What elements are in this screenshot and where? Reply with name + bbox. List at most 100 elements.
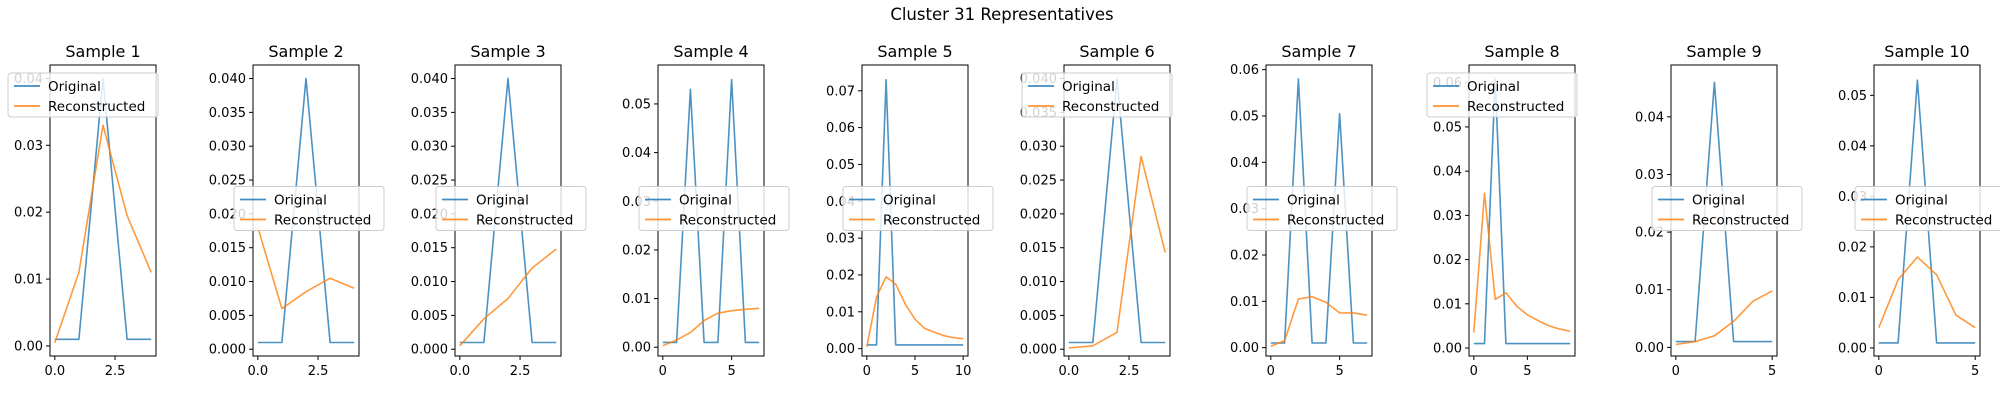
y-tick-label: 0.06 bbox=[1230, 63, 1259, 78]
legend-box bbox=[1246, 186, 1398, 231]
series-line-reconstructed bbox=[1878, 256, 1976, 329]
x-tick-label: 2.5 bbox=[1119, 364, 1140, 379]
y-tick-label: 0.025 bbox=[209, 174, 246, 189]
y-tick-label: 0.02 bbox=[1230, 248, 1259, 263]
y-tick-label: 0.025 bbox=[411, 174, 448, 189]
series-line-reconstructed bbox=[1473, 192, 1571, 333]
legend: Original Reconstructed bbox=[7, 72, 159, 118]
series-line-reconstructed bbox=[459, 248, 557, 347]
legend-label-reconstructed: Reconstructed bbox=[679, 213, 776, 229]
subplot-5: Sample 50.000.010.020.030.040.050.060.07… bbox=[826, 42, 994, 379]
legend-label-reconstructed: Reconstructed bbox=[1692, 213, 1789, 229]
legend: Original Reconstructed bbox=[1651, 186, 1803, 231]
subplot-title: Sample 4 bbox=[673, 42, 748, 61]
x-tick-label: 2.5 bbox=[105, 364, 126, 379]
y-tick-label: 0.02 bbox=[826, 268, 855, 283]
y-tick-label: 0.00 bbox=[1838, 341, 1867, 356]
series-line-reconstructed bbox=[662, 307, 760, 347]
x-tick-label: 0.0 bbox=[247, 364, 268, 379]
y-tick-label: 0.04 bbox=[1433, 165, 1462, 180]
subplot-title: Sample 10 bbox=[1884, 42, 1969, 61]
legend-box bbox=[435, 186, 587, 231]
x-tick-label: 0 bbox=[1470, 364, 1478, 379]
subplot-3: Sample 30.0000.0050.0100.0150.0200.0250.… bbox=[411, 42, 587, 379]
legend: Original Reconstructed bbox=[1021, 72, 1173, 118]
x-tick-label: 5 bbox=[1336, 364, 1344, 379]
y-tick-label: 0.010 bbox=[1020, 275, 1057, 290]
legend-label-original: Original bbox=[1692, 193, 1745, 209]
legend-label-original: Original bbox=[1062, 79, 1115, 95]
y-tick-label: 0.00 bbox=[1230, 341, 1259, 356]
subplot-title: Sample 9 bbox=[1686, 42, 1761, 61]
y-tick-label: 0.005 bbox=[411, 309, 448, 324]
subplot-9: Sample 90.000.010.020.030.040 5OriginalRe… bbox=[1635, 42, 1803, 379]
legend-label-original: Original bbox=[476, 193, 529, 209]
x-tick-label: 2.5 bbox=[308, 364, 329, 379]
legend-label-original: Original bbox=[1467, 79, 1520, 95]
y-tick-label: 0.030 bbox=[411, 140, 448, 155]
y-tick-label: 0.015 bbox=[1020, 241, 1057, 256]
y-tick-label: 0.00 bbox=[1433, 342, 1462, 357]
y-tick-label: 0.05 bbox=[1230, 109, 1259, 124]
x-tick-label: 0 bbox=[1267, 364, 1275, 379]
legend-box bbox=[1021, 72, 1173, 118]
legend-label-reconstructed: Reconstructed bbox=[883, 213, 980, 229]
y-tick-label: 0.025 bbox=[1020, 174, 1057, 189]
x-tick-label: 10 bbox=[955, 364, 972, 379]
y-tick-label: 0.040 bbox=[411, 72, 448, 87]
y-tick-label: 0.02 bbox=[1838, 240, 1867, 255]
legend-label-original: Original bbox=[679, 193, 732, 209]
y-tick-label: 0.01 bbox=[622, 292, 651, 307]
legend-label-reconstructed: Reconstructed bbox=[1467, 99, 1564, 115]
subplot-1: Sample 10.000.010.020.030.040.02.5Origin… bbox=[7, 42, 159, 379]
y-tick-label: 0.030 bbox=[209, 140, 246, 155]
legend-label-reconstructed: Reconstructed bbox=[48, 99, 145, 115]
series-line-original bbox=[1473, 77, 1571, 345]
legend-box bbox=[7, 72, 159, 118]
y-tick-label: 0.030 bbox=[1020, 140, 1057, 155]
subplot-2: Sample 20.0000.0050.0100.0150.0200.0250.… bbox=[209, 42, 385, 379]
axes-frame bbox=[1063, 64, 1171, 357]
y-tick-label: 0.01 bbox=[1635, 283, 1664, 298]
legend-label-original: Original bbox=[48, 79, 101, 95]
y-tick-label: 0.00 bbox=[622, 341, 651, 356]
axes-frame bbox=[49, 64, 157, 357]
series-line-reconstructed bbox=[866, 275, 964, 347]
x-tick-label: 5 bbox=[1523, 364, 1531, 379]
y-tick-label: 0.03 bbox=[1635, 168, 1664, 183]
legend-label-original: Original bbox=[1287, 193, 1340, 209]
subplot-title: Sample 3 bbox=[470, 42, 545, 61]
subplot-10: Sample 100.000.010.020.030.040.050 5Origi… bbox=[1838, 42, 2000, 379]
y-tick-label: 0.01 bbox=[826, 305, 855, 320]
legend-label-reconstructed: Reconstructed bbox=[1287, 213, 1384, 229]
y-tick-label: 0.00 bbox=[14, 339, 43, 354]
legend: Original Reconstructed bbox=[435, 186, 587, 231]
x-tick-label: 0 bbox=[1875, 364, 1883, 379]
series-line-reconstructed bbox=[1068, 155, 1166, 349]
y-tick-label: 0.015 bbox=[411, 241, 448, 256]
subplot-title: Sample 7 bbox=[1281, 42, 1356, 61]
legend-label-original: Original bbox=[1895, 193, 1948, 209]
x-tick-label: 5 bbox=[728, 364, 736, 379]
subplot-title: Sample 8 bbox=[1484, 42, 1559, 61]
legend: Original Reconstructed bbox=[638, 186, 790, 231]
series-line-original bbox=[1068, 77, 1166, 344]
y-tick-label: 0.010 bbox=[209, 275, 246, 290]
x-tick-label: 0.0 bbox=[449, 364, 470, 379]
y-tick-label: 0.04 bbox=[622, 146, 651, 161]
y-tick-label: 0.05 bbox=[826, 158, 855, 173]
y-tick-label: 0.03 bbox=[1433, 209, 1462, 224]
x-tick-label: 2.5 bbox=[510, 364, 531, 379]
series-line-reconstructed bbox=[1675, 290, 1773, 346]
subplot-7: Sample 70.000.010.020.030.040.050.060 5Or… bbox=[1230, 42, 1398, 379]
x-tick-label: 0 bbox=[1672, 364, 1680, 379]
y-tick-label: 0.01 bbox=[1433, 297, 1462, 312]
legend-label-original: Original bbox=[274, 193, 327, 209]
subplot-title: Sample 6 bbox=[1079, 42, 1154, 61]
subplot-4: Sample 40.000.010.020.030.040.050 5Origin… bbox=[622, 42, 790, 379]
series-line-original bbox=[866, 78, 964, 346]
series-line-reconstructed bbox=[257, 227, 355, 310]
series-line-original bbox=[662, 78, 760, 344]
y-tick-label: 0.04 bbox=[1635, 110, 1664, 125]
